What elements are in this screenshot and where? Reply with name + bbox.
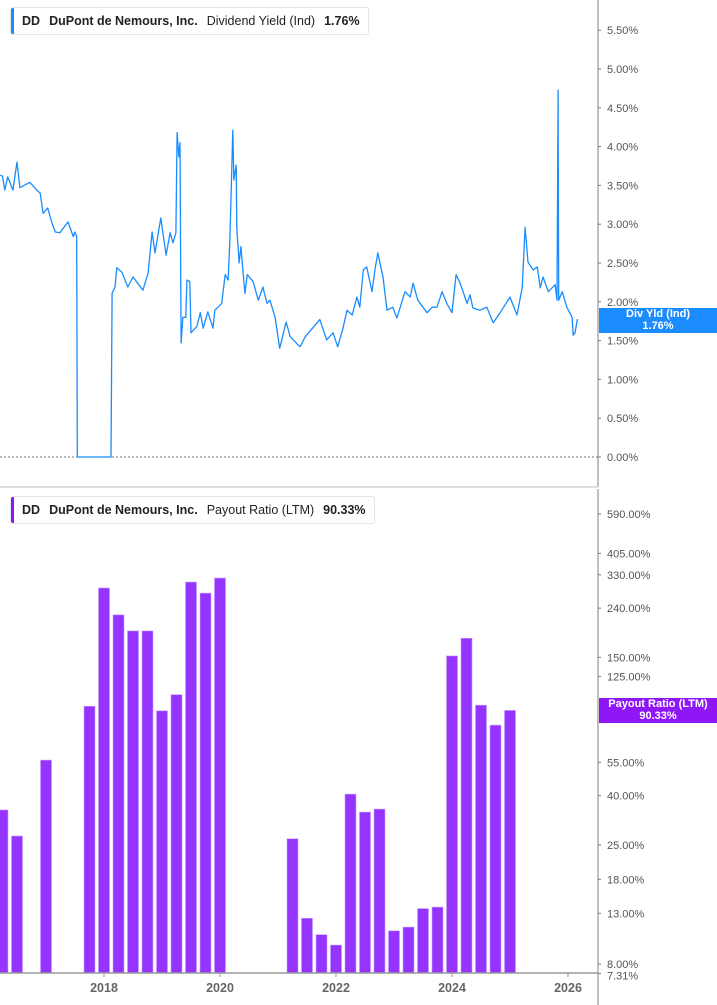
ticker: DD xyxy=(22,14,41,28)
yield-y-tick-label: 2.00% xyxy=(607,297,638,309)
yield-y-tick-label: 3.50% xyxy=(607,180,638,192)
payout-bar xyxy=(40,759,52,974)
payout-bar xyxy=(446,655,458,974)
company-name: DuPont de Nemours, Inc. xyxy=(49,14,198,28)
payout-bar xyxy=(127,630,139,974)
metric-name: Dividend Yield (Ind) xyxy=(206,14,316,28)
yield-y-tick-label: 5.00% xyxy=(607,64,638,76)
yield-current-badge: Div Yld (Ind) 1.76% xyxy=(599,308,717,333)
payout-bar xyxy=(141,630,154,974)
payout-y-tick-label: 18.00% xyxy=(607,874,645,886)
payout-bar xyxy=(388,930,400,974)
payout-bar xyxy=(286,838,299,974)
payout-bar xyxy=(489,724,502,974)
payout-bar xyxy=(301,917,313,974)
payout-y-tick-label: 8.00% xyxy=(607,959,638,971)
metric-value: 1.76% xyxy=(324,14,360,28)
metric-name: Payout Ratio (LTM) xyxy=(206,503,315,517)
x-tick-label: 2022 xyxy=(322,981,350,995)
payout-bar xyxy=(373,808,386,974)
payout-bar xyxy=(83,705,96,974)
payout-bar xyxy=(199,592,212,974)
metric-value: 90.33% xyxy=(323,503,366,517)
x-tick-label: 2020 xyxy=(206,981,234,995)
payout-bar xyxy=(214,577,226,974)
payout-bar xyxy=(330,944,342,974)
payout-bar xyxy=(475,704,487,974)
yield-legend-color xyxy=(11,8,14,34)
yield-y-tick-label: 1.00% xyxy=(607,374,638,386)
payout-bar xyxy=(402,926,415,974)
x-tick-label: 2018 xyxy=(90,981,118,995)
payout-y-tick-label: 150.00% xyxy=(607,652,651,664)
payout-legend: DD DuPont de Nemours, Inc. Payout Ratio … xyxy=(10,496,375,524)
payout-bar xyxy=(185,581,197,974)
x-tick-label: 2024 xyxy=(438,981,466,995)
payout-bar xyxy=(431,906,444,974)
x-tick-label: 2026 xyxy=(554,981,582,995)
payout-y-tick-label: 7.31% xyxy=(607,971,638,983)
yield-line xyxy=(0,89,579,458)
payout-bar xyxy=(170,694,183,974)
payout-bar xyxy=(504,710,516,974)
payout-y-tick-label: 590.00% xyxy=(607,509,651,521)
yield-legend: DD DuPont de Nemours, Inc. Dividend Yiel… xyxy=(10,7,369,35)
yield-y-tick-label: 0.00% xyxy=(607,452,638,464)
payout-y-tick-label: 405.00% xyxy=(607,548,651,560)
badge-label: Div Yld (Ind) xyxy=(626,308,690,320)
yield-y-tick-label: 1.50% xyxy=(607,336,638,348)
badge-value: 90.33% xyxy=(639,709,677,722)
payout-y-tick-label: 330.00% xyxy=(607,570,651,582)
yield-y-tick-label: 5.50% xyxy=(607,25,638,37)
payout-y-tick-label: 40.00% xyxy=(607,791,645,803)
payout-legend-color xyxy=(11,497,14,523)
payout-y-tick-label: 25.00% xyxy=(607,840,645,852)
payout-y-tick-label: 240.00% xyxy=(607,603,651,615)
badge-value: 1.76% xyxy=(642,319,674,332)
payout-bar xyxy=(417,908,429,974)
payout-bar xyxy=(460,637,473,974)
payout-y-tick-label: 55.00% xyxy=(607,757,645,769)
payout-current-badge: Payout Ratio (LTM) 90.33% xyxy=(599,698,717,723)
payout-y-tick-label: 125.00% xyxy=(607,671,651,683)
payout-bar xyxy=(112,614,125,974)
yield-y-tick-label: 0.50% xyxy=(607,413,638,425)
payout-bar xyxy=(98,587,110,974)
yield-y-tick-label: 2.50% xyxy=(607,258,638,270)
payout-bar xyxy=(344,793,357,974)
payout-y-tick-label: 13.00% xyxy=(607,908,645,920)
payout-bar xyxy=(11,835,23,974)
yield-y-tick-label: 4.50% xyxy=(607,103,638,115)
yield-y-tick-label: 4.00% xyxy=(607,142,638,154)
company-name: DuPont de Nemours, Inc. xyxy=(49,503,198,517)
payout-bar xyxy=(359,811,371,974)
ticker: DD xyxy=(22,503,41,517)
payout-bar xyxy=(0,809,9,974)
payout-bar xyxy=(156,710,168,974)
yield-y-tick-label: 3.00% xyxy=(607,219,638,231)
badge-label: Payout Ratio (LTM) xyxy=(608,698,708,710)
payout-bar xyxy=(315,934,328,974)
